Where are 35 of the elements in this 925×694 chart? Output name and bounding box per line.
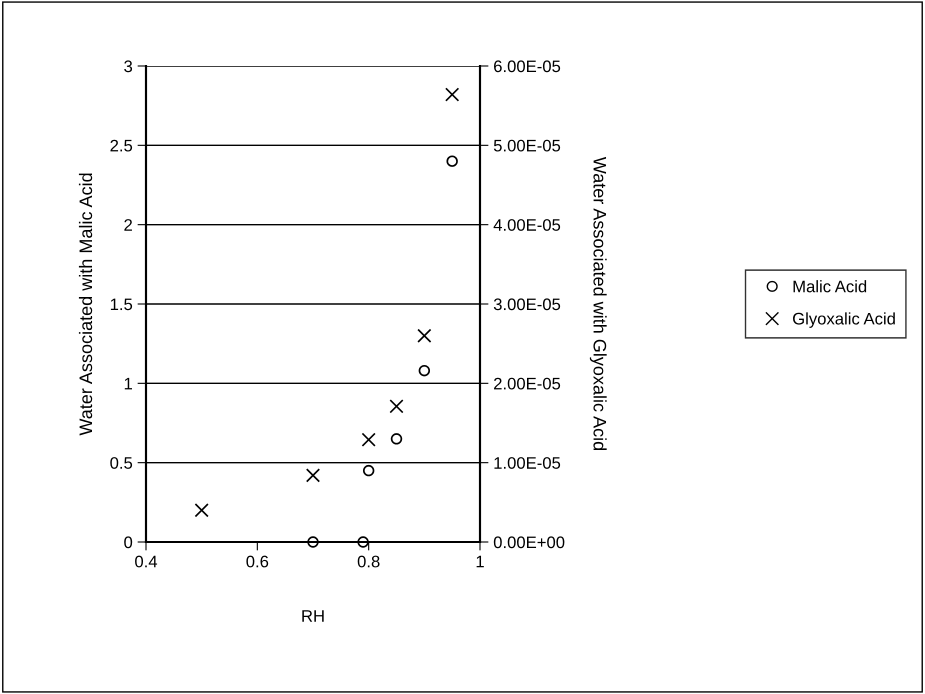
y-tick-label: 2.5	[110, 140, 132, 152]
y2-tick-label: 6.00E-05	[494, 60, 560, 72]
legend-label: Glyoxalic Acid	[793, 312, 895, 328]
x-tick-label: 0.4	[135, 556, 158, 568]
x-tick-label: 1	[476, 556, 484, 568]
y2-tick-label: 4.00E-05	[494, 219, 560, 231]
x-axis-title: RH	[302, 610, 324, 622]
y2-tick-label: 2.00E-05	[494, 378, 560, 390]
point	[194, 503, 209, 518]
y-tick-label: 3	[124, 60, 132, 72]
point	[417, 328, 432, 343]
point	[446, 156, 458, 167]
y2-tick-label: 0.00E+00	[494, 536, 564, 548]
point	[418, 364, 430, 376]
point	[445, 87, 460, 102]
x-tick-label: 0.6	[246, 556, 268, 568]
point	[390, 433, 402, 445]
point	[357, 536, 369, 548]
point	[306, 468, 320, 482]
x-tick-label: 0.8	[358, 556, 380, 568]
legend-label: Malic Acid	[794, 280, 866, 292]
y2-tick-label: 1.00E-05	[494, 457, 560, 469]
point	[362, 464, 374, 476]
y-tick-label: 2	[124, 219, 132, 231]
point	[362, 432, 376, 447]
y-tick-label: 0	[124, 536, 132, 548]
y-tick-label: 1.5	[110, 298, 132, 310]
point	[389, 399, 404, 414]
y-axis-title: Water Associated with Malic Acid	[78, 174, 92, 436]
y2-axis-title: Water Associated with Glyoxalic Acid	[590, 156, 607, 450]
y-tick-label: 1	[124, 378, 132, 390]
y2-tick-label: 5.00E-05	[494, 140, 560, 152]
y-tick-label: 0.5	[110, 457, 132, 469]
y2-tick-label: 3.00E-05	[494, 298, 560, 310]
point	[307, 536, 319, 548]
